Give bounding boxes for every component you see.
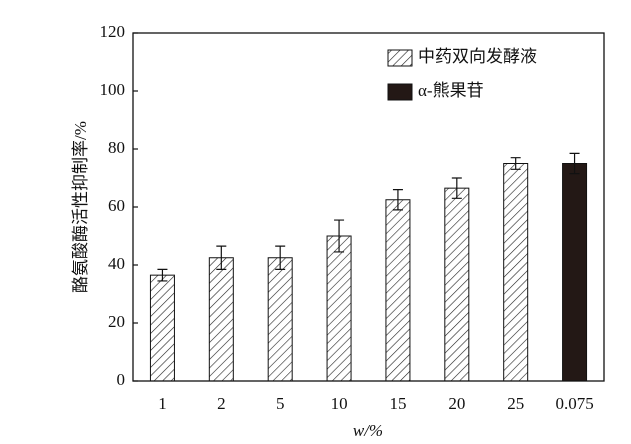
legend-swatch [387, 49, 413, 67]
bar [444, 187, 470, 382]
x-tick-label: 15 [389, 394, 406, 413]
bar [208, 257, 234, 382]
y-tick-label: 60 [108, 196, 125, 215]
y-tick-label: 120 [100, 22, 126, 41]
x-axis-label: w/% [353, 421, 383, 440]
y-tick-label: 80 [108, 138, 125, 157]
plot-frame [132, 32, 605, 382]
bar [385, 199, 411, 382]
legend-swatch [387, 83, 413, 101]
bar [149, 274, 175, 382]
y-tick-label: 20 [108, 312, 125, 331]
bar [562, 163, 588, 382]
x-tick-label: 0.075 [555, 394, 593, 413]
legend-label: α-熊果苷 [418, 81, 484, 100]
bar [503, 163, 529, 382]
x-tick-label: 20 [448, 394, 465, 413]
y-tick-label: 0 [117, 370, 126, 389]
error-bar [334, 219, 345, 253]
legend-label: 中药双向发酵液 [418, 47, 537, 66]
error-bar [451, 177, 462, 199]
y-tick-label: 40 [108, 254, 125, 273]
x-tick-label: 1 [158, 394, 167, 413]
x-tick-label: 25 [507, 394, 524, 413]
error-bar [216, 245, 227, 270]
error-bar [157, 268, 168, 282]
error-bar [275, 245, 286, 270]
x-tick-label: 2 [217, 394, 226, 413]
y-tick-label: 100 [100, 80, 126, 99]
x-tick-label: 5 [276, 394, 285, 413]
bar [326, 235, 352, 382]
error-bar [392, 189, 403, 211]
error-bar [510, 157, 521, 170]
error-bar [569, 152, 580, 175]
x-tick-label: 10 [331, 394, 348, 413]
bar [267, 257, 293, 382]
y-axis-label: 酪氨酸酶活性抑制率/% [71, 121, 90, 293]
